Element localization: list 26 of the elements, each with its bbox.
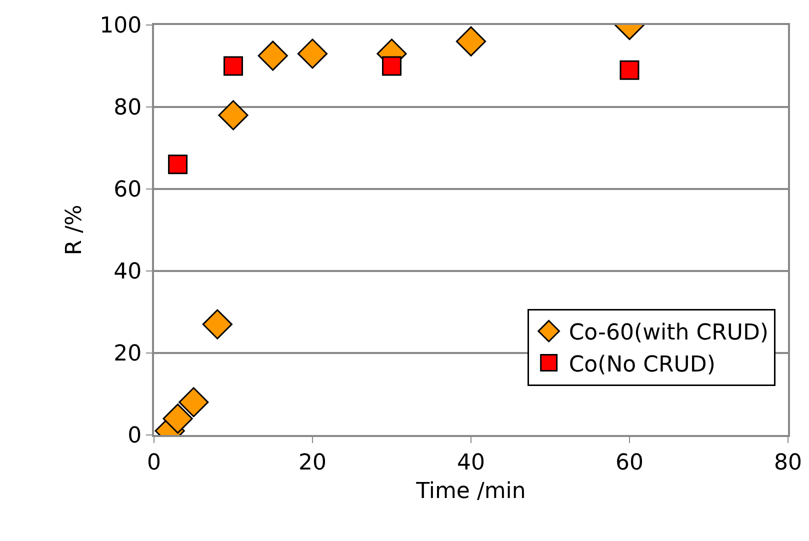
y-tick-label: 100 <box>100 14 142 39</box>
point <box>224 56 243 76</box>
x-tick-label: 40 <box>457 450 485 476</box>
point <box>178 387 209 418</box>
x-tick-label: 60 <box>616 450 644 476</box>
legend-label: Co-60(with CRUD) <box>568 320 769 346</box>
point <box>258 40 288 71</box>
y-tick-label: 60 <box>114 178 142 203</box>
point <box>218 100 248 130</box>
x-axis-title: Time /min <box>415 478 526 504</box>
y-tick-label: 80 <box>114 96 142 121</box>
legend-label: Co(No CRUD) <box>568 352 716 378</box>
point <box>168 154 188 174</box>
point <box>162 404 193 434</box>
point <box>620 60 640 80</box>
point <box>297 38 328 69</box>
x-tick-label: 20 <box>298 450 326 476</box>
x-tick-label: 0 <box>147 450 161 476</box>
point <box>202 309 232 340</box>
x-tick-label: 80 <box>774 450 802 476</box>
y-tick-label: 40 <box>114 260 142 285</box>
point <box>382 56 402 76</box>
y-tick-label: 0 <box>128 424 142 449</box>
point <box>456 26 486 56</box>
y-axis-title: R /% <box>62 204 87 256</box>
y-tick-label: 20 <box>114 342 142 367</box>
